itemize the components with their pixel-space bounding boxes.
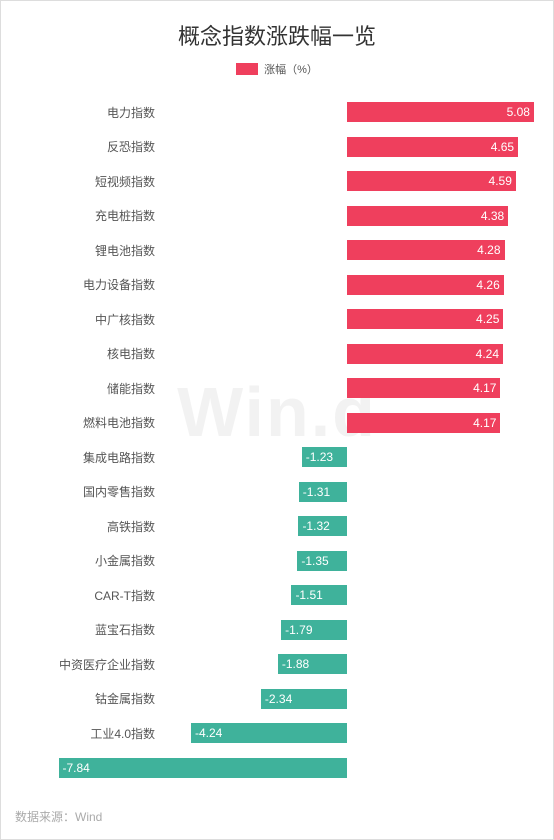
bar-zone: 4.24: [163, 337, 531, 372]
bar-zone: 4.25: [163, 302, 531, 337]
category-label: 燃料电池指数: [23, 414, 163, 431]
chart-row: 蓝宝石指数 -1.79: [23, 613, 531, 648]
chart-row: 国内零售指数 -1.31: [23, 475, 531, 510]
chart-row: CAR-T指数 -1.51: [23, 578, 531, 613]
value-label: -1.79: [285, 623, 312, 637]
bar-zone: 4.17: [163, 406, 531, 441]
chart-container: 概念指数涨跌幅一览 涨幅（%） Win.d 电力指数5.08反恐指数4.65短视…: [0, 0, 554, 840]
category-label: 电力设备指数: [23, 276, 163, 293]
bar-zone: -1.51: [163, 578, 531, 613]
value-label: 4.17: [473, 381, 496, 395]
category-label: 工业4.0指数: [23, 725, 163, 742]
source-note: 数据来源：Wind: [15, 808, 102, 825]
category-label: 小金属指数: [23, 552, 163, 569]
chart-row: 电力设备指数 4.26: [23, 268, 531, 303]
value-label: -1.32: [302, 519, 329, 533]
bar-zone: 4.59: [163, 164, 531, 199]
category-label: 中资医疗企业指数: [23, 656, 163, 673]
chart-row: 中资医疗企业指数 -1.88: [23, 647, 531, 682]
value-label: -2.34: [265, 692, 292, 706]
value-label: -1.88: [282, 657, 309, 671]
bar-zone: -1.31: [163, 475, 531, 510]
category-label: 反恐指数: [23, 138, 163, 155]
bar-zone: 4.28: [163, 233, 531, 268]
bar-zone: -1.79: [163, 613, 531, 648]
legend: 涨幅（%）: [13, 61, 541, 77]
category-label: 充电桩指数: [23, 207, 163, 224]
chart-row: 燃料电池指数 4.17: [23, 406, 531, 441]
chart-row: LED照明指数-7.84: [23, 751, 531, 786]
chart-row: 中广核指数 4.25: [23, 302, 531, 337]
bar-zone: -2.34: [163, 682, 531, 717]
value-label: 4.25: [476, 312, 499, 326]
legend-swatch: [236, 63, 258, 75]
plot-area: Win.d 电力指数5.08反恐指数4.65短视频指数4.59充电桩指数4.38…: [23, 95, 531, 785]
bar-zone: -4.24: [163, 716, 531, 751]
category-label: 集成电路指数: [23, 449, 163, 466]
value-label: 4.24: [476, 347, 499, 361]
bar-zone: 5.08: [163, 95, 531, 130]
value-label: -7.84: [63, 761, 90, 775]
value-label: -4.24: [195, 726, 222, 740]
bar-zone: -1.32: [163, 509, 531, 544]
bar-zone: -1.23: [163, 440, 531, 475]
value-label: -1.51: [295, 588, 322, 602]
legend-label: 涨幅（%）: [264, 61, 318, 77]
category-label: 核电指数: [23, 345, 163, 362]
chart-row: 核电指数 4.24: [23, 337, 531, 372]
value-label: -1.31: [303, 485, 330, 499]
bar-zone: 4.38: [163, 199, 531, 234]
chart-row: 电力指数 5.08: [23, 95, 531, 130]
bar-zone: 4.65: [163, 130, 531, 165]
chart-row: 锂电池指数 4.28: [23, 233, 531, 268]
bar-negative: [59, 758, 348, 778]
bar-zone: -1.88: [163, 647, 531, 682]
chart-row: 集成电路指数 -1.23: [23, 440, 531, 475]
value-label: 4.65: [491, 140, 514, 154]
category-label: 高铁指数: [23, 518, 163, 535]
category-label: 蓝宝石指数: [23, 621, 163, 638]
chart-row: 短视频指数 4.59: [23, 164, 531, 199]
category-label: 中广核指数: [23, 311, 163, 328]
value-label: 5.08: [507, 105, 530, 119]
value-label: 4.38: [481, 209, 504, 223]
category-label: 国内零售指数: [23, 483, 163, 500]
chart-row: 高铁指数 -1.32: [23, 509, 531, 544]
chart-title: 概念指数涨跌幅一览: [13, 19, 541, 51]
category-label: CAR-T指数: [23, 587, 163, 604]
bar-zone: 4.26: [163, 268, 531, 303]
value-label: -1.35: [301, 554, 328, 568]
bar-zone: 4.17: [163, 371, 531, 406]
chart-row: 小金属指数 -1.35: [23, 544, 531, 579]
bar-zone: -7.84: [163, 751, 531, 786]
value-label: 4.26: [476, 278, 499, 292]
category-label: 储能指数: [23, 380, 163, 397]
category-label: 锂电池指数: [23, 242, 163, 259]
chart-row: 反恐指数 4.65: [23, 130, 531, 165]
value-label: 4.17: [473, 416, 496, 430]
value-label: 4.59: [489, 174, 512, 188]
chart-row: 充电桩指数 4.38: [23, 199, 531, 234]
category-label: 电力指数: [23, 104, 163, 121]
chart-row: 储能指数 4.17: [23, 371, 531, 406]
bar-zone: -1.35: [163, 544, 531, 579]
value-label: -1.23: [306, 450, 333, 464]
chart-row: 工业4.0指数 -4.24: [23, 716, 531, 751]
value-label: 4.28: [477, 243, 500, 257]
category-label: 短视频指数: [23, 173, 163, 190]
category-label: 钴金属指数: [23, 690, 163, 707]
chart-row: 钴金属指数 -2.34: [23, 682, 531, 717]
